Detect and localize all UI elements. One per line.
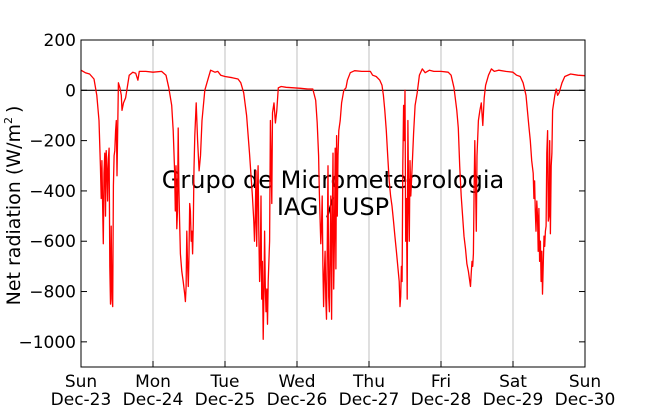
y-axis-label-close: ) [3, 106, 25, 113]
y-axis-label: Net radiation (W/m2) [2, 106, 25, 306]
y-tick-label: −600 [29, 232, 76, 252]
y-axis-ticks: 200 0 −200 −400 −600 −800 −1000 [18, 31, 585, 353]
x-tick-label-date: Dec-23 [51, 390, 112, 409]
x-tick-label-date: Dec-27 [339, 390, 400, 409]
x-tick-label-date: Dec-30 [555, 390, 616, 409]
x-tick-label-date: Dec-26 [267, 390, 328, 409]
y-tick-label: −800 [29, 283, 76, 303]
x-tick-label-day: Tue [209, 372, 239, 392]
x-tick-label-day: Mon [135, 372, 171, 392]
y-axis-label-main: Net radiation (W/m [3, 124, 25, 305]
x-tick-label-day: Thu [352, 372, 385, 392]
y-axis-label-superscript: 2 [2, 117, 15, 124]
net-radiation-series-line [80, 68, 586, 340]
y-tick-label: 200 [44, 31, 76, 51]
x-tick-label-date: Dec-25 [195, 390, 256, 409]
y-tick-label: −1000 [18, 333, 76, 353]
y-tick-label: −400 [29, 182, 76, 202]
plot-frame [80, 39, 586, 368]
x-tick-label-day: Sun [569, 372, 601, 392]
y-tick-label: 0 [65, 81, 76, 101]
x-tick-label-day: Sun [65, 372, 97, 392]
x-tick-label-day: Fri [431, 372, 451, 392]
x-tick-label-date: Dec-29 [483, 390, 544, 409]
y-tick-label: −200 [29, 132, 76, 152]
x-tick-label-date: Dec-28 [411, 390, 472, 409]
x-tick-label-day: Sat [499, 372, 527, 392]
x-tick-label-date: Dec-24 [123, 390, 184, 409]
x-axis-ticks: SunDec-23MonDec-24TueDec-25WedDec-26ThuD… [51, 40, 616, 409]
x-tick-label-day: Wed [278, 372, 315, 392]
vertical-grid-lines [152, 40, 514, 367]
